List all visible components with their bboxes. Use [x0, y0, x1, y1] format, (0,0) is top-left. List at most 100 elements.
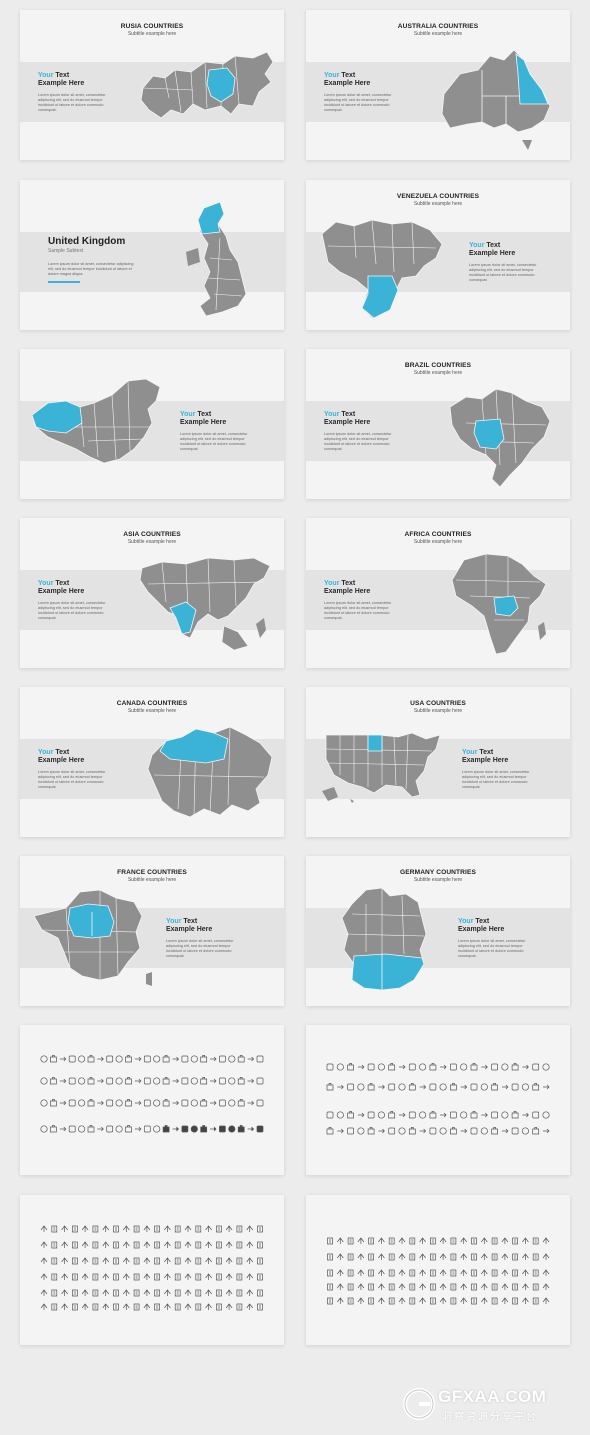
line-icon: [106, 1099, 114, 1107]
line-icon: [430, 1237, 436, 1245]
line-icon: [481, 1297, 488, 1304]
line-icon: [133, 1273, 140, 1281]
line-icon: [59, 1126, 67, 1132]
line-icon: [419, 1253, 426, 1260]
line-icon: [357, 1064, 365, 1070]
slide-china: Your Text Example Here Lorem ipsum dolor…: [20, 349, 284, 499]
line-icon: [247, 1126, 255, 1132]
line-icon: [471, 1297, 477, 1305]
line-icon: [190, 1099, 198, 1107]
line-icon: [522, 1283, 529, 1290]
line-icon: [59, 1100, 67, 1106]
line-icon: [327, 1297, 333, 1305]
line-icon: [115, 1055, 123, 1063]
text-block-word: Text: [484, 242, 501, 249]
line-icon: [143, 1225, 151, 1232]
icon-grid-arrows-weather: [38, 1051, 266, 1149]
accent-word: Your: [166, 918, 182, 925]
line-icon: [143, 1289, 151, 1296]
line-icon: [59, 1078, 67, 1084]
line-icon: [164, 1273, 171, 1280]
line-icon: [429, 1083, 437, 1091]
line-icon: [210, 1056, 217, 1062]
line-icon: [368, 1253, 374, 1261]
line-icon: [181, 1055, 189, 1063]
line-icon: [336, 1111, 344, 1119]
line-icon: [532, 1283, 539, 1291]
slide-subtitle: Subtitle example here: [127, 877, 177, 883]
accent-word: Your: [38, 749, 54, 756]
line-icon: [326, 1063, 334, 1071]
line-icon: [78, 1055, 86, 1063]
line-icon: [409, 1253, 416, 1261]
line-icon: [205, 1273, 212, 1280]
line-icon: [40, 1241, 48, 1248]
text-block-body: Lorem ipsum dolor sit amet, consectetur …: [324, 432, 392, 451]
slide-uk: United Kingdom Sample Subtext Lorem ipsu…: [20, 180, 284, 330]
line-icon: [164, 1241, 171, 1248]
text-block: Your Text Example Here Lorem ipsum dolor…: [462, 749, 552, 790]
line-icon: [347, 1269, 354, 1277]
line-icon: [419, 1283, 426, 1290]
line-icon: [113, 1241, 119, 1249]
line-icon: [460, 1253, 467, 1260]
line-icon: [522, 1297, 529, 1304]
text-block-word: Text: [53, 749, 70, 756]
accent-word: Your: [324, 580, 340, 587]
text-block-heading: Example Here: [469, 250, 516, 257]
line-icon: [133, 1257, 140, 1265]
line-icon: [113, 1225, 119, 1233]
line-icon: [210, 1100, 217, 1106]
line-icon: [174, 1225, 181, 1233]
line-icon: [388, 1237, 395, 1245]
line-icon: [409, 1297, 416, 1305]
line-icon: [377, 1063, 385, 1071]
line-icon: [184, 1241, 192, 1248]
line-icon: [154, 1225, 160, 1233]
line-icon: [491, 1237, 498, 1245]
line-icon: [174, 1289, 181, 1297]
line-icon: [113, 1289, 119, 1297]
text-block: Your Text Example Here Lorem ipsum dolor…: [324, 72, 414, 113]
line-icon: [106, 1125, 114, 1133]
line-icon: [429, 1063, 437, 1071]
line-icon: [409, 1269, 416, 1277]
line-icon: [205, 1303, 212, 1310]
line-icon: [154, 1241, 160, 1249]
line-icon: [134, 1100, 142, 1106]
line-icon: [246, 1241, 253, 1248]
text-block-word: Text: [195, 411, 212, 418]
text-block-body: Lorem ipsum dolor sit amet, consectetur …: [38, 770, 106, 789]
slide-asia: ASIA COUNTRIES Subtitle example here You…: [20, 518, 284, 668]
line-icon: [143, 1303, 151, 1310]
line-icon: [225, 1273, 233, 1280]
line-icon: [133, 1289, 140, 1297]
line-icon: [153, 1099, 161, 1107]
line-icon: [409, 1283, 416, 1291]
line-icon: [501, 1128, 509, 1134]
line-icon: [113, 1257, 119, 1265]
line-icon: [439, 1083, 447, 1091]
line-icon: [219, 1125, 226, 1133]
line-icon: [470, 1111, 478, 1119]
line-icon: [430, 1253, 436, 1261]
text-block-heading: Example Here: [38, 80, 85, 87]
line-icon: [542, 1111, 550, 1119]
slide-russia: RUSIA COUNTRIES Subtitle example here Yo…: [20, 10, 284, 160]
line-icon: [59, 1056, 67, 1062]
line-icon: [143, 1125, 151, 1133]
line-icon: [460, 1297, 467, 1304]
slide-icons-devices: [20, 1195, 284, 1345]
line-icon: [327, 1283, 333, 1291]
line-icon: [512, 1269, 518, 1277]
line-icon: [460, 1237, 467, 1244]
line-icon: [491, 1253, 498, 1261]
line-icon: [430, 1297, 436, 1305]
text-block: Your Text Example Here Lorem ipsum dolor…: [458, 918, 548, 959]
line-icon: [143, 1099, 151, 1107]
text-block-body: Lorem ipsum dolor sit amet, consectetur …: [38, 601, 106, 620]
line-icon: [491, 1127, 498, 1135]
line-icon: [92, 1225, 99, 1233]
slide-australia: AUSTRALIA COUNTRIES Subtitle example her…: [306, 10, 570, 160]
line-icon: [408, 1083, 416, 1091]
